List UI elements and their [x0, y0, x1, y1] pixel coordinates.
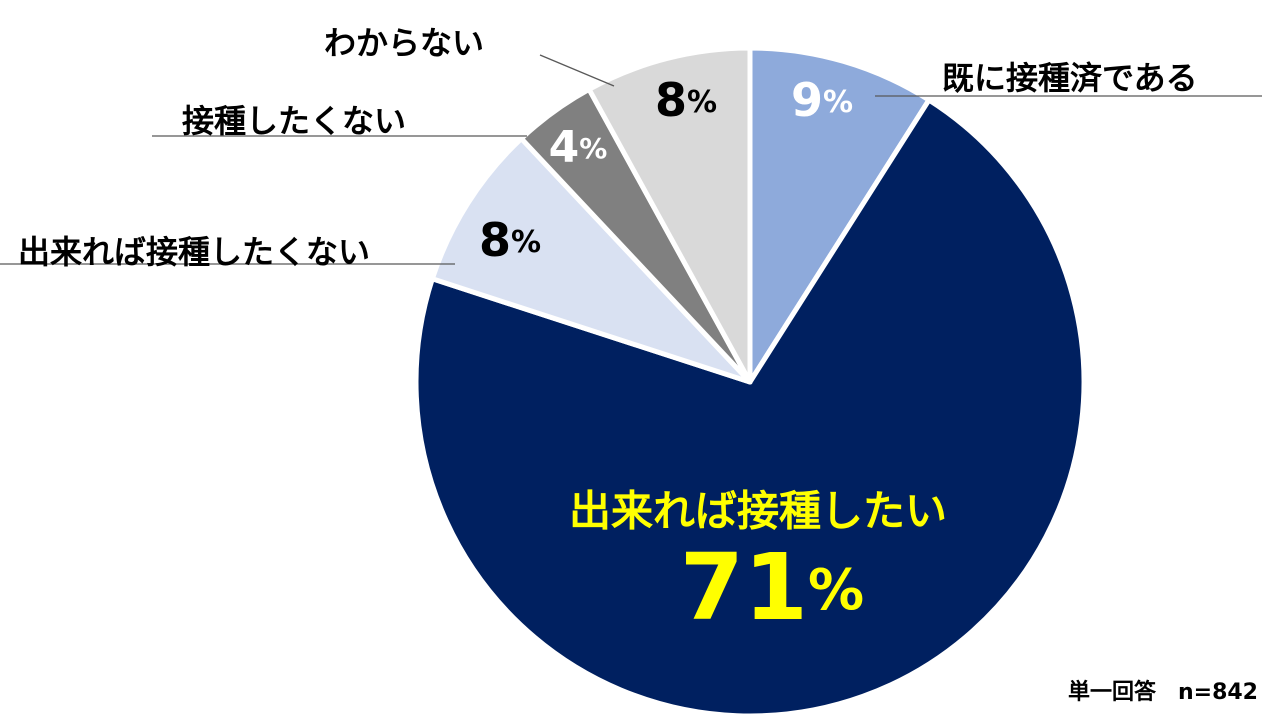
- slice-percent-sign-4: %: [687, 85, 717, 120]
- slice-percent-sign-3: %: [579, 132, 607, 165]
- slice-percent-value-2: 8: [479, 213, 511, 267]
- pie-slice-4: [586, 45, 753, 385]
- slice-label-2: 出来れば接種したくない: [18, 233, 370, 271]
- slice-label-4: わからない: [324, 24, 484, 62]
- slice-percent-value-0: 9: [791, 73, 823, 127]
- footnote: 単一回答 n=842: [1067, 680, 1258, 705]
- slice-percent-value-4: 8: [655, 73, 687, 127]
- slice-percent-sign-0: %: [823, 85, 853, 120]
- pie-slice-0: [747, 45, 932, 385]
- slice-label-0: 既に接種済である: [942, 59, 1198, 97]
- leader-line-4: [539, 54, 615, 87]
- pie-slice-2: [429, 136, 753, 385]
- slice-label-3: 接種したくない: [182, 102, 406, 140]
- slice-percent-sign-2: %: [511, 225, 541, 260]
- slice-label-1: 出来れば接種したい: [569, 487, 947, 536]
- slice-percent-3: 4%: [549, 122, 608, 173]
- slice-percent-value-1: 71: [680, 534, 808, 641]
- slice-percent-1: 71%: [680, 534, 864, 641]
- slice-percent-value-3: 4: [549, 122, 580, 173]
- slice-percent-sign-1: %: [808, 558, 864, 623]
- slice-percent-2: 8%: [479, 213, 541, 267]
- slice-percent-4: 8%: [655, 73, 717, 127]
- slice-percent-0: 9%: [791, 73, 853, 127]
- pie-slice-1: [413, 97, 1087, 719]
